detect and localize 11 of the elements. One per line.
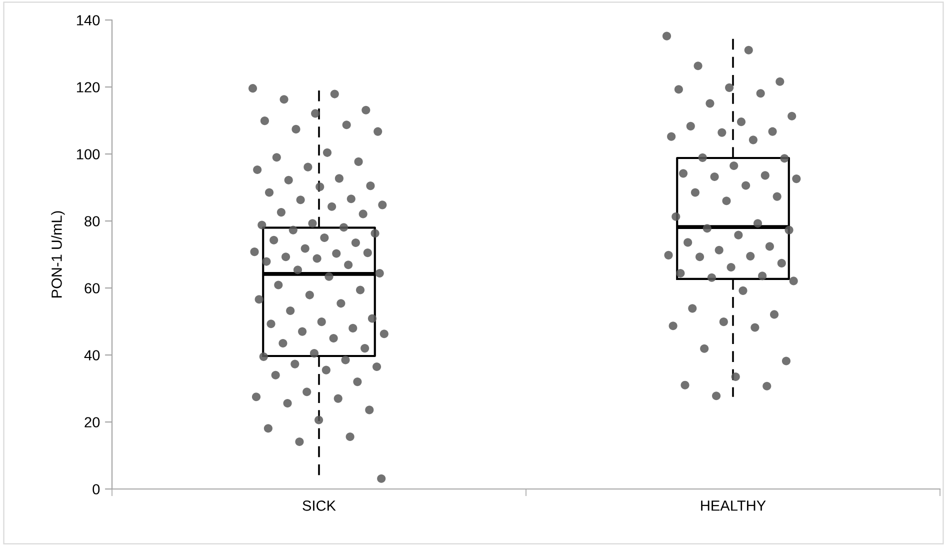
y-tick-label: 80 [84,216,100,226]
y-axis-title: PON-1 U/mL) [51,211,65,298]
y-tick-label: 140 [76,15,100,26]
x-tick-label: SICK [302,500,336,511]
y-tick-label: 20 [84,417,100,428]
x-tick-label: HEALTHY [701,500,766,511]
y-tick-label: 60 [84,283,100,294]
y-tick-label: 40 [84,350,100,360]
y-tick-label: 120 [76,82,100,92]
y-tick-label: 100 [76,149,100,160]
y-tick-label: 0 [92,484,100,494]
